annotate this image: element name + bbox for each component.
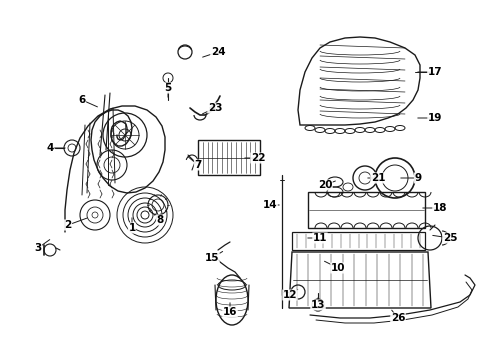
Text: 2: 2 [64,220,72,230]
Text: 21: 21 [371,173,385,183]
Text: 16: 16 [223,307,237,317]
Text: 24: 24 [211,47,225,57]
Text: 20: 20 [318,180,332,190]
Text: 25: 25 [443,233,457,243]
Text: 12: 12 [283,290,297,300]
Text: 9: 9 [415,173,421,183]
Text: 19: 19 [428,113,442,123]
Text: 14: 14 [263,200,277,210]
Text: 15: 15 [205,253,219,263]
Text: 23: 23 [208,103,222,113]
Text: 11: 11 [313,233,327,243]
Text: 10: 10 [331,263,345,273]
Text: 5: 5 [164,83,171,93]
Text: 13: 13 [311,300,325,310]
Text: 7: 7 [195,160,202,170]
Text: 1: 1 [128,223,136,233]
Text: 22: 22 [251,153,265,163]
Text: 4: 4 [47,143,54,153]
Text: 17: 17 [428,67,442,77]
Text: 8: 8 [156,215,164,225]
Text: 26: 26 [391,313,405,323]
Text: 18: 18 [433,203,447,213]
Text: 6: 6 [78,95,86,105]
Text: 3: 3 [34,243,42,253]
